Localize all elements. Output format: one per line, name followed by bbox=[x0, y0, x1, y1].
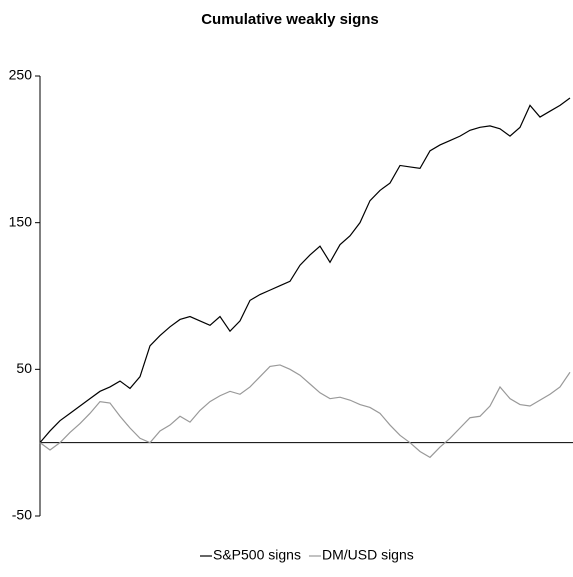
y-tick-label: 50 bbox=[16, 360, 32, 376]
series-line bbox=[39, 364, 571, 459]
y-tick-label: 250 bbox=[9, 67, 33, 83]
chart-title: Cumulative weakly signs bbox=[201, 11, 379, 28]
legend-label: S&P500 signs bbox=[213, 547, 301, 563]
y-tick-label: -50 bbox=[12, 507, 32, 523]
legend-label: DM/USD signs bbox=[322, 547, 414, 563]
y-tick-label: 150 bbox=[9, 213, 33, 229]
series-line bbox=[39, 97, 571, 444]
